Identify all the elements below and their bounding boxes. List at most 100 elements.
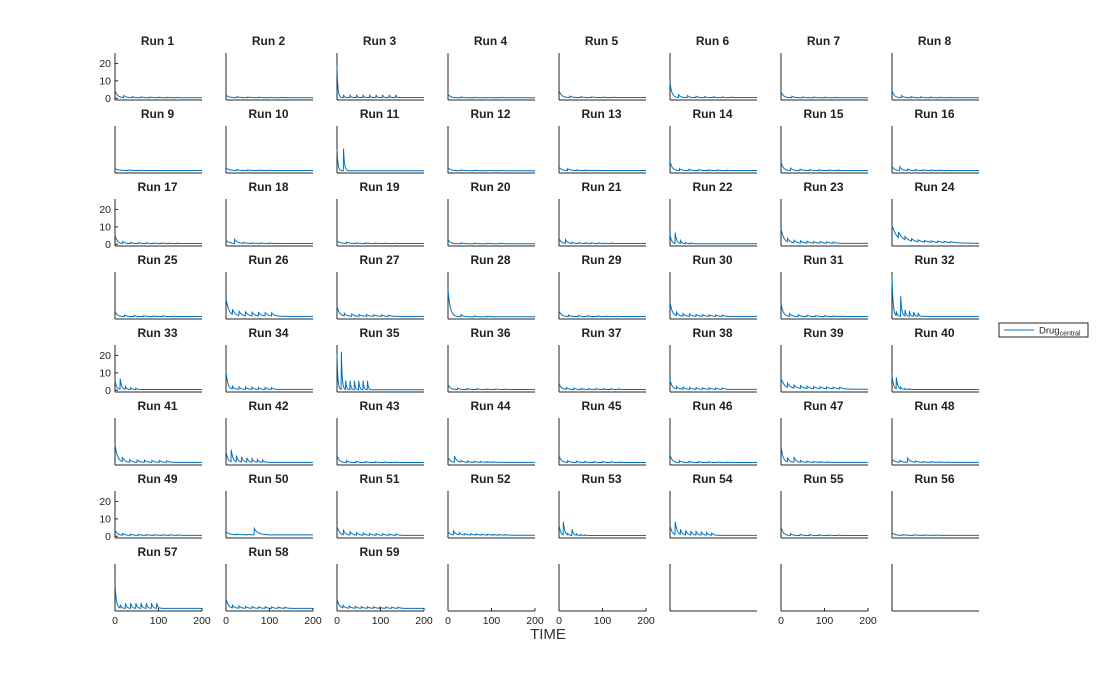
panel-title: Run 1 [141, 34, 175, 48]
series-line [891, 275, 979, 317]
series-line [447, 93, 535, 99]
series-line [225, 371, 313, 390]
panel-title: Run 23 [803, 180, 843, 194]
panel-31: Run 31 [780, 253, 868, 320]
series-line [336, 240, 424, 245]
y-tick-label: 20 [99, 350, 111, 362]
panel-title: Run 54 [692, 472, 732, 486]
panel-title: Run 40 [914, 326, 954, 340]
panel-4: Run 4 [447, 34, 535, 101]
series-line [891, 224, 979, 244]
panel-title: Run 7 [807, 34, 841, 48]
panel-title: Run 5 [585, 34, 619, 48]
panel-title: Run 25 [137, 253, 177, 267]
series-line [669, 301, 757, 317]
empty-panel [669, 564, 757, 612]
panel-2: Run 2 [225, 34, 313, 101]
panel-title: Run 53 [581, 472, 621, 486]
y-tick-label: 0 [105, 239, 111, 251]
series-line [669, 81, 757, 99]
panel-title: Run 10 [248, 107, 288, 121]
panel-40: Run 40 [891, 326, 979, 393]
x-tick-label: 200 [193, 615, 211, 627]
x-tick-label: 100 [372, 615, 390, 627]
panel-title: Run 22 [692, 180, 732, 194]
panel-13: Run 13 [558, 107, 646, 174]
series-line [336, 598, 424, 609]
panel-title: Run 24 [914, 180, 954, 194]
panel-title: Run 57 [137, 545, 177, 559]
series-line [669, 379, 757, 390]
panel-56: Run 56 [891, 472, 979, 539]
panel-title: Run 47 [803, 399, 843, 413]
panel-20: Run 20 [447, 180, 535, 247]
series-line [336, 525, 424, 536]
panel-18: Run 18 [225, 180, 313, 247]
panel-46: Run 46 [669, 399, 757, 466]
series-line [558, 166, 646, 172]
x-tick-label: 0 [334, 615, 340, 627]
series-line [447, 239, 535, 245]
panel-title: Run 34 [248, 326, 288, 340]
series-line [558, 455, 646, 464]
series-line [447, 455, 535, 463]
panel-title: Run 31 [803, 253, 843, 267]
y-tick-label: 10 [99, 221, 111, 233]
series-line [225, 526, 313, 536]
series-line [225, 449, 313, 463]
panel-title: Run 45 [581, 399, 621, 413]
series-line [336, 351, 424, 391]
legend[interactable]: Drugcentral [998, 322, 1089, 338]
panel-24: Run 24 [891, 180, 979, 247]
x-tick-label: 0 [112, 615, 118, 627]
series-line [336, 455, 424, 464]
panel-title: Run 16 [914, 107, 954, 121]
series-line [558, 383, 646, 391]
empty-panel [891, 564, 979, 612]
y-tick-label: 20 [99, 58, 111, 70]
panel-5: Run 5 [558, 34, 646, 101]
x-tick-label: 200 [859, 615, 877, 627]
x-tick-label: 200 [304, 615, 322, 627]
series-line [780, 303, 868, 318]
panel-50: Run 50 [225, 472, 313, 539]
empty-panel: 0 100 200 [556, 564, 655, 627]
series-line [336, 65, 424, 99]
y-tick-label: 10 [99, 75, 111, 87]
panel-21: Run 21 [558, 180, 646, 247]
panel-11: Run 11 [336, 107, 424, 174]
series-line [891, 456, 979, 463]
series-line [780, 91, 868, 99]
series-line [114, 310, 202, 318]
panel-title: Run 46 [692, 399, 732, 413]
series-line [780, 377, 868, 390]
panel-37: Run 37 [558, 326, 646, 393]
series-line [558, 90, 646, 99]
panel-title: Run 17 [137, 180, 177, 194]
panel-title: Run 30 [692, 253, 732, 267]
series-line [225, 167, 313, 172]
panel-10: Run 10 [225, 107, 313, 174]
x-tick-label: 200 [526, 615, 544, 627]
series-line [114, 168, 202, 172]
x-tick-label: 0 [778, 615, 784, 627]
series-line [336, 305, 424, 317]
series-line [558, 237, 646, 245]
panel-38: Run 38 [669, 326, 757, 393]
series-line [891, 532, 979, 536]
panel-title: Run 33 [137, 326, 177, 340]
panel-title: Run 14 [692, 107, 732, 121]
x-tick-label: 100 [261, 615, 279, 627]
series-line [669, 160, 757, 172]
panel-47: Run 47 [780, 399, 868, 466]
panel-3: Run 3 [336, 34, 424, 101]
panel-15: Run 15 [780, 107, 868, 174]
panel-30: Run 30 [669, 253, 757, 320]
panel-title: Run 13 [581, 107, 621, 121]
panel-14: Run 14 [669, 107, 757, 174]
panel-title: Run 56 [914, 472, 954, 486]
panel-title: Run 18 [248, 180, 288, 194]
panel-27: Run 27 [336, 253, 424, 320]
series-line [780, 161, 868, 172]
